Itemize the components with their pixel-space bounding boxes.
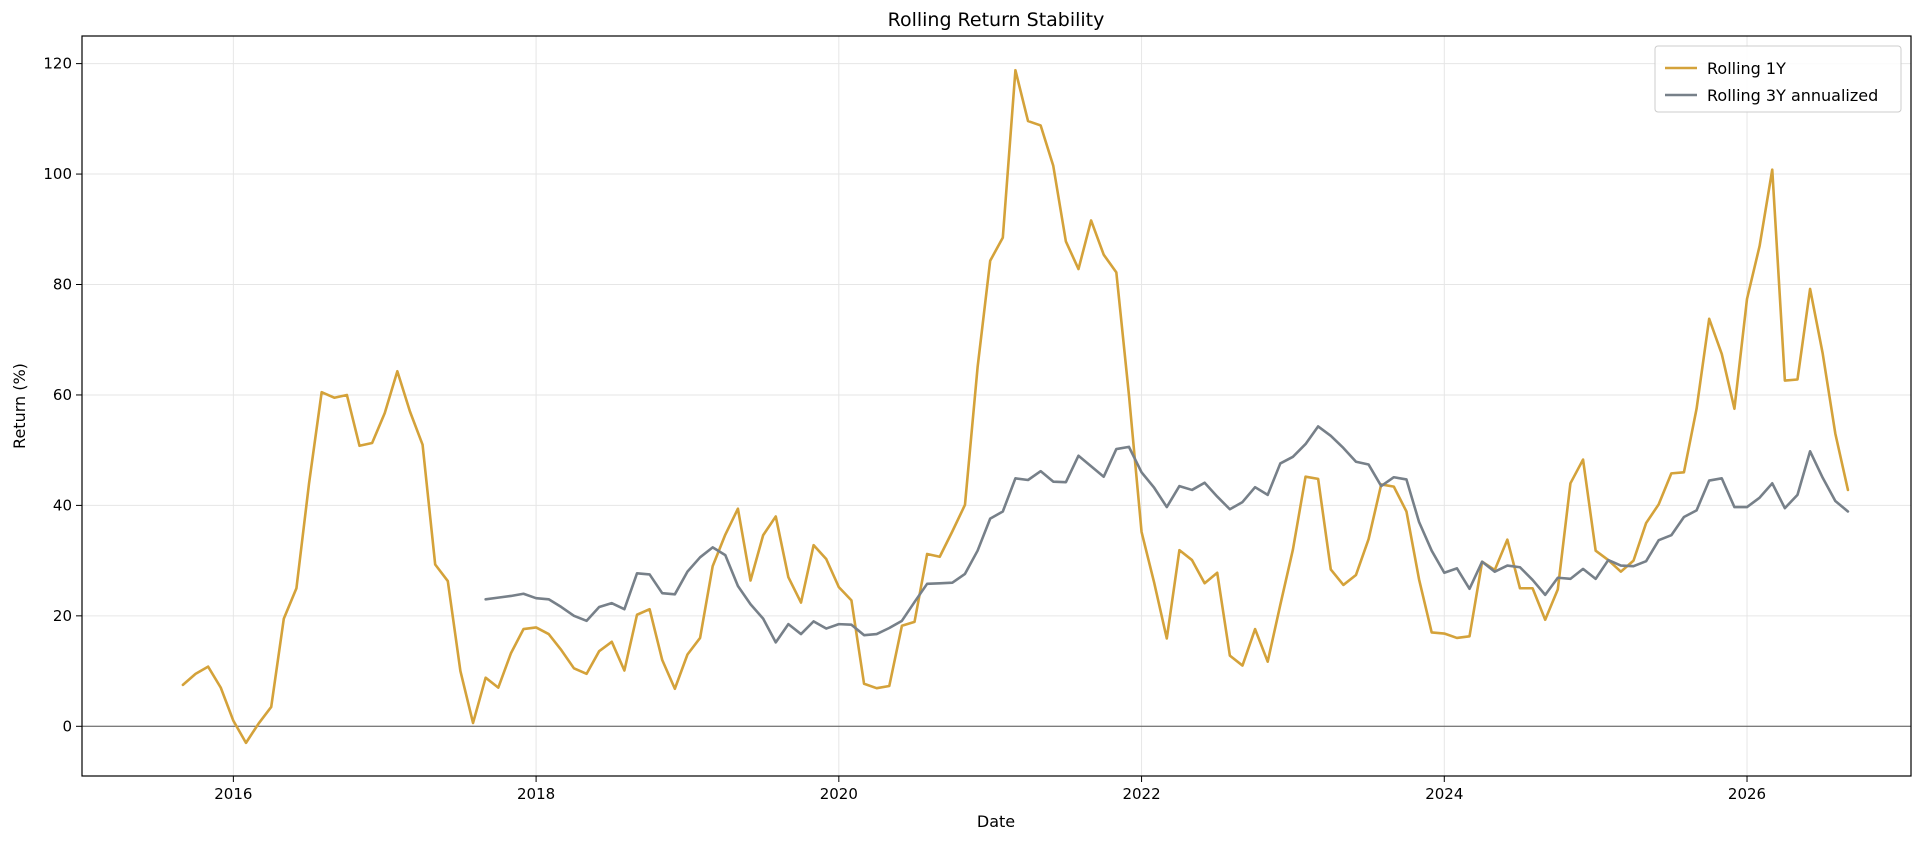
y-tick-label: 80 — [53, 276, 72, 294]
y-axis-title: Return (%) — [10, 363, 29, 449]
x-tick-label: 2018 — [517, 785, 555, 803]
y-tick-label: 0 — [62, 717, 72, 735]
plot-background — [82, 36, 1911, 776]
x-tick-label: 2026 — [1728, 785, 1766, 803]
y-axis-ticks: 0 20 40 60 80 100 120 — [43, 55, 82, 735]
y-tick-label: 60 — [53, 386, 72, 404]
y-tick-label: 120 — [43, 55, 72, 73]
y-tick-label: 20 — [53, 607, 72, 625]
x-axis-ticks: 2016 2018 2020 2022 2024 2026 — [214, 776, 1766, 803]
series-line-2 — [484, 425, 1850, 644]
legend-label: Rolling 1Y — [1707, 59, 1786, 78]
plot-frame — [81, 35, 1912, 777]
legend: Rolling 1Y Rolling 3Y annualized — [1654, 45, 1902, 113]
x-tick-label: 2016 — [214, 785, 252, 803]
y-tick-label: 100 — [43, 165, 72, 183]
x-tick-label: 2022 — [1122, 785, 1160, 803]
chart-title: Rolling Return Stability — [888, 9, 1105, 31]
x-tick-label: 2020 — [820, 785, 858, 803]
series-line-1 — [181, 68, 1850, 745]
series-lines — [181, 68, 1850, 745]
x-tick-label: 2024 — [1425, 785, 1463, 803]
x-axis-title: Date — [977, 812, 1015, 831]
y-tick-label: 40 — [53, 496, 72, 514]
legend-box — [1654, 45, 1902, 113]
legend-label: Rolling 3Y annualized — [1707, 86, 1878, 105]
